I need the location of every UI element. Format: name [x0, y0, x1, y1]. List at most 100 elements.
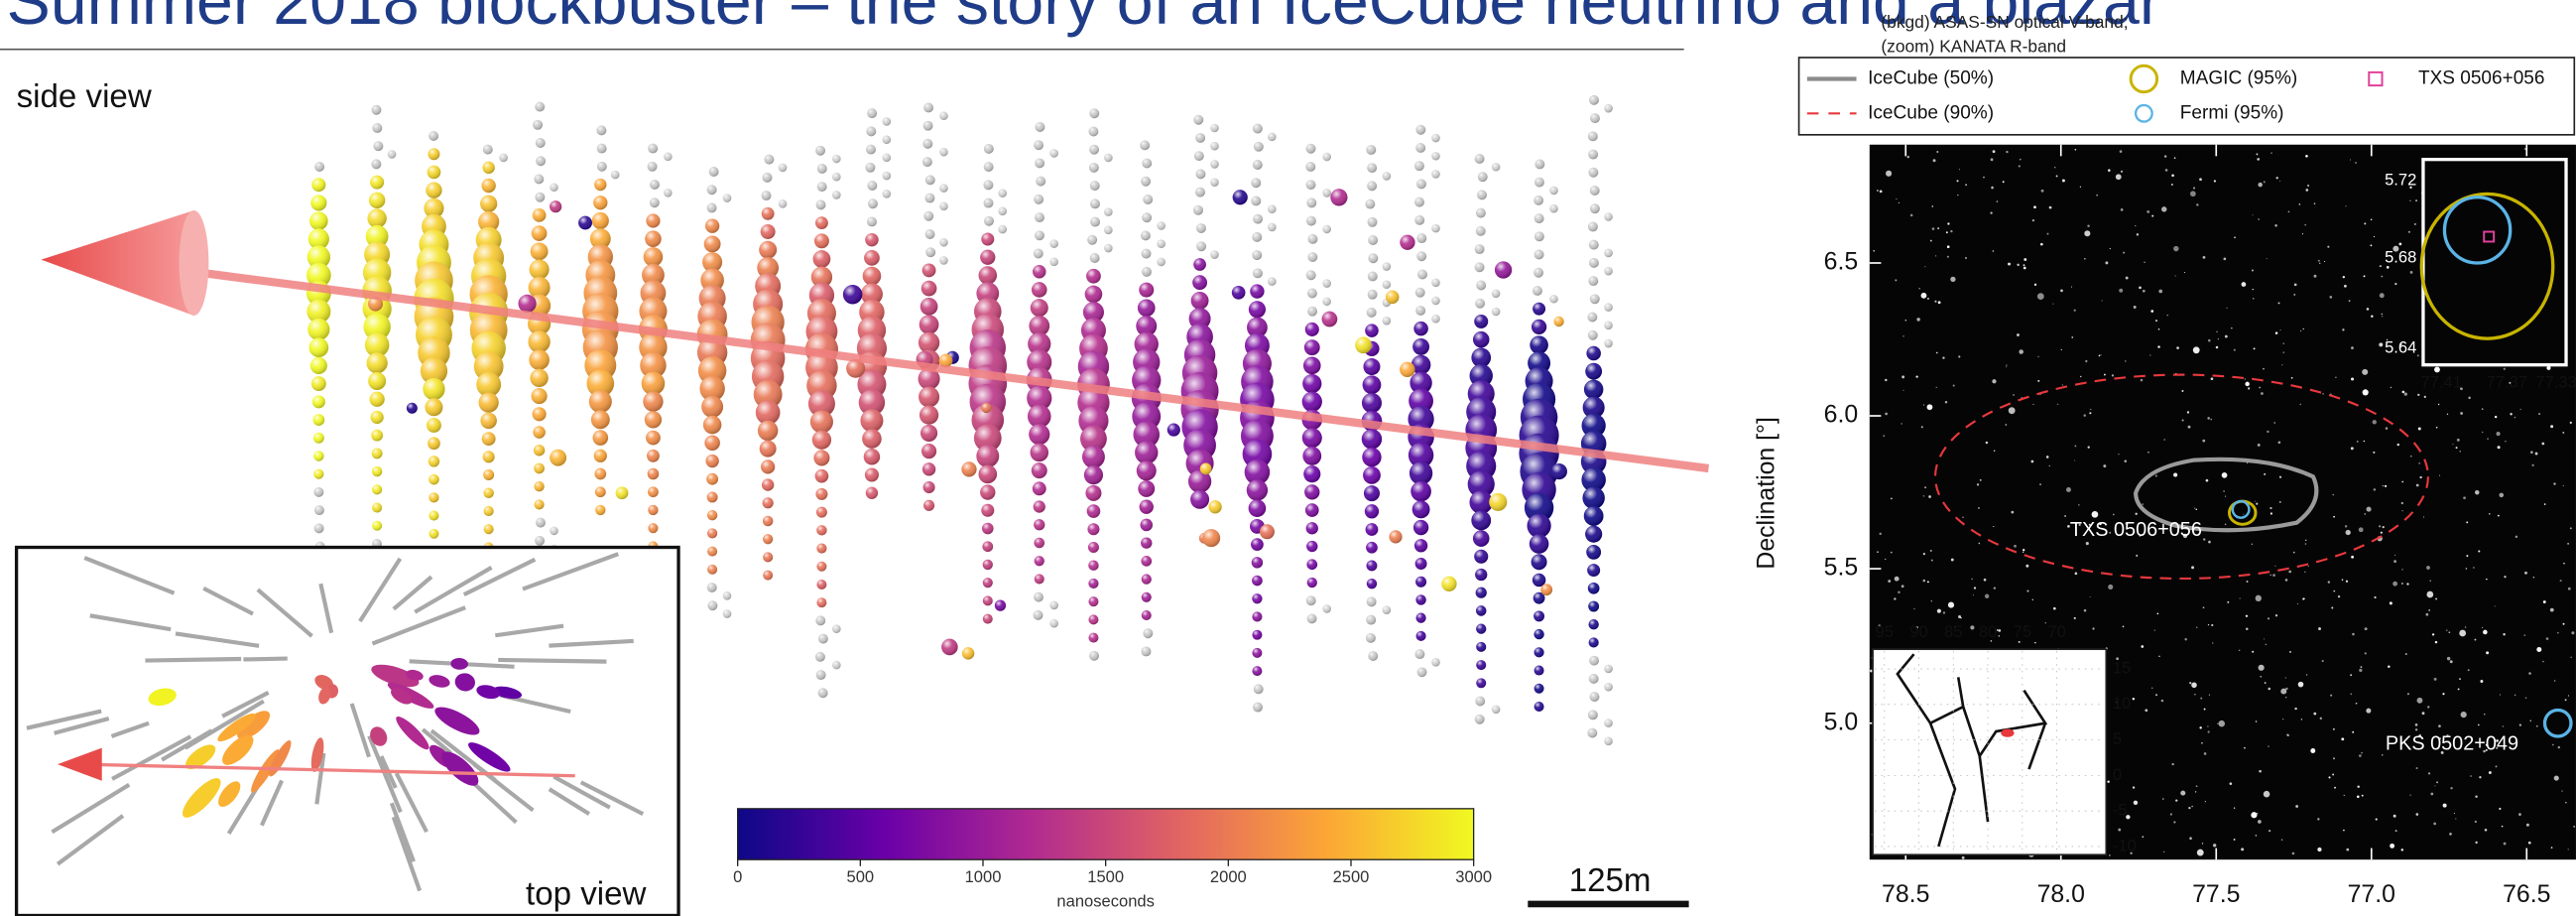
star — [2257, 443, 2261, 447]
dom-shine — [862, 429, 882, 449]
dom-shine — [1587, 564, 1601, 578]
top-string — [314, 752, 326, 805]
star — [2331, 606, 2334, 609]
star — [2335, 376, 2337, 379]
star — [2497, 446, 2501, 450]
star — [2008, 262, 2011, 266]
dom-shine — [483, 505, 494, 517]
top-hit — [217, 713, 256, 742]
dom-shine — [983, 197, 994, 208]
star — [2091, 510, 2099, 518]
dom-shine — [1366, 144, 1377, 155]
star — [2245, 381, 2250, 387]
dom-shine — [593, 449, 607, 462]
dom-shine — [313, 468, 324, 479]
dom-shine — [1476, 280, 1487, 291]
dom-shine — [764, 154, 775, 165]
dom-shine — [1030, 299, 1048, 318]
star — [2006, 366, 2008, 368]
top-string — [462, 557, 537, 596]
star — [1990, 211, 1993, 214]
star — [2216, 330, 2218, 332]
star — [2542, 600, 2546, 603]
star — [2156, 612, 2159, 615]
star — [2527, 841, 2531, 845]
dom-shine — [1431, 133, 1440, 143]
star — [2418, 733, 2422, 737]
star — [1924, 266, 1926, 268]
star — [2550, 847, 2553, 849]
star — [2446, 413, 2449, 415]
dom-shine — [697, 356, 727, 385]
star — [2008, 407, 2016, 415]
dom-shine — [1087, 234, 1098, 245]
dom-shine — [313, 451, 324, 461]
star — [1902, 389, 1904, 391]
dom-shine — [1588, 600, 1600, 612]
star — [2269, 830, 2271, 833]
dom-shine — [1252, 231, 1263, 242]
dom-shine — [427, 165, 441, 180]
dom-shine — [648, 504, 659, 516]
star — [1909, 213, 1913, 217]
star — [2351, 377, 2355, 381]
dom-shine — [591, 211, 609, 230]
star — [2263, 368, 2265, 370]
star — [2557, 745, 2561, 749]
const-top-tick-label: 95 — [1875, 622, 1893, 641]
dom-shine — [1302, 373, 1322, 394]
dom-shine — [981, 503, 995, 517]
dom-shine — [1248, 499, 1267, 517]
star — [2279, 180, 2281, 183]
star — [2122, 523, 2124, 526]
star — [2333, 757, 2335, 760]
dom-shine — [535, 101, 546, 112]
const-top-tick-label: 85 — [1944, 622, 1962, 641]
dom-shine — [1089, 253, 1100, 263]
star — [2305, 155, 2308, 158]
star — [2470, 775, 2472, 777]
dom-shine — [307, 318, 330, 341]
star — [2196, 849, 2204, 856]
star — [2141, 645, 2145, 648]
star — [2321, 659, 2324, 663]
dom-shine — [1417, 269, 1427, 280]
star — [2332, 773, 2335, 776]
scale-bar-label: 125m — [1569, 862, 1652, 899]
top-cone — [58, 747, 102, 781]
star — [2208, 540, 2211, 544]
star — [2073, 309, 2076, 312]
star — [2157, 327, 2160, 330]
dom-shine — [308, 337, 329, 358]
star — [2036, 293, 2044, 301]
star — [2478, 550, 2481, 553]
star — [2477, 723, 2480, 726]
star — [2164, 169, 2168, 172]
dom-shine — [1232, 190, 1248, 205]
star — [2085, 359, 2088, 363]
top-string — [358, 557, 403, 623]
dom-shine — [1027, 349, 1052, 375]
star — [1904, 320, 1907, 322]
dom-shine — [998, 189, 1007, 197]
x-tick-label: 78.5 — [1882, 881, 1929, 908]
dom-shine — [1268, 132, 1277, 142]
star — [2182, 533, 2188, 539]
dom-shine — [1382, 280, 1392, 290]
star — [2341, 737, 2345, 741]
dom-shine — [1533, 231, 1544, 242]
dom-shine — [1415, 612, 1426, 623]
dom-shine — [1141, 537, 1153, 549]
star — [2417, 393, 2420, 397]
star — [2291, 851, 2295, 855]
star — [1932, 159, 1936, 163]
dom-shine — [1476, 660, 1487, 671]
dom-shine — [370, 410, 384, 425]
star — [2426, 566, 2430, 570]
dom-shine — [763, 534, 774, 545]
dom-shine — [1034, 537, 1045, 549]
star — [2307, 185, 2309, 187]
dom-shine — [536, 156, 547, 167]
dom-shine — [535, 138, 546, 148]
star — [2464, 626, 2467, 628]
